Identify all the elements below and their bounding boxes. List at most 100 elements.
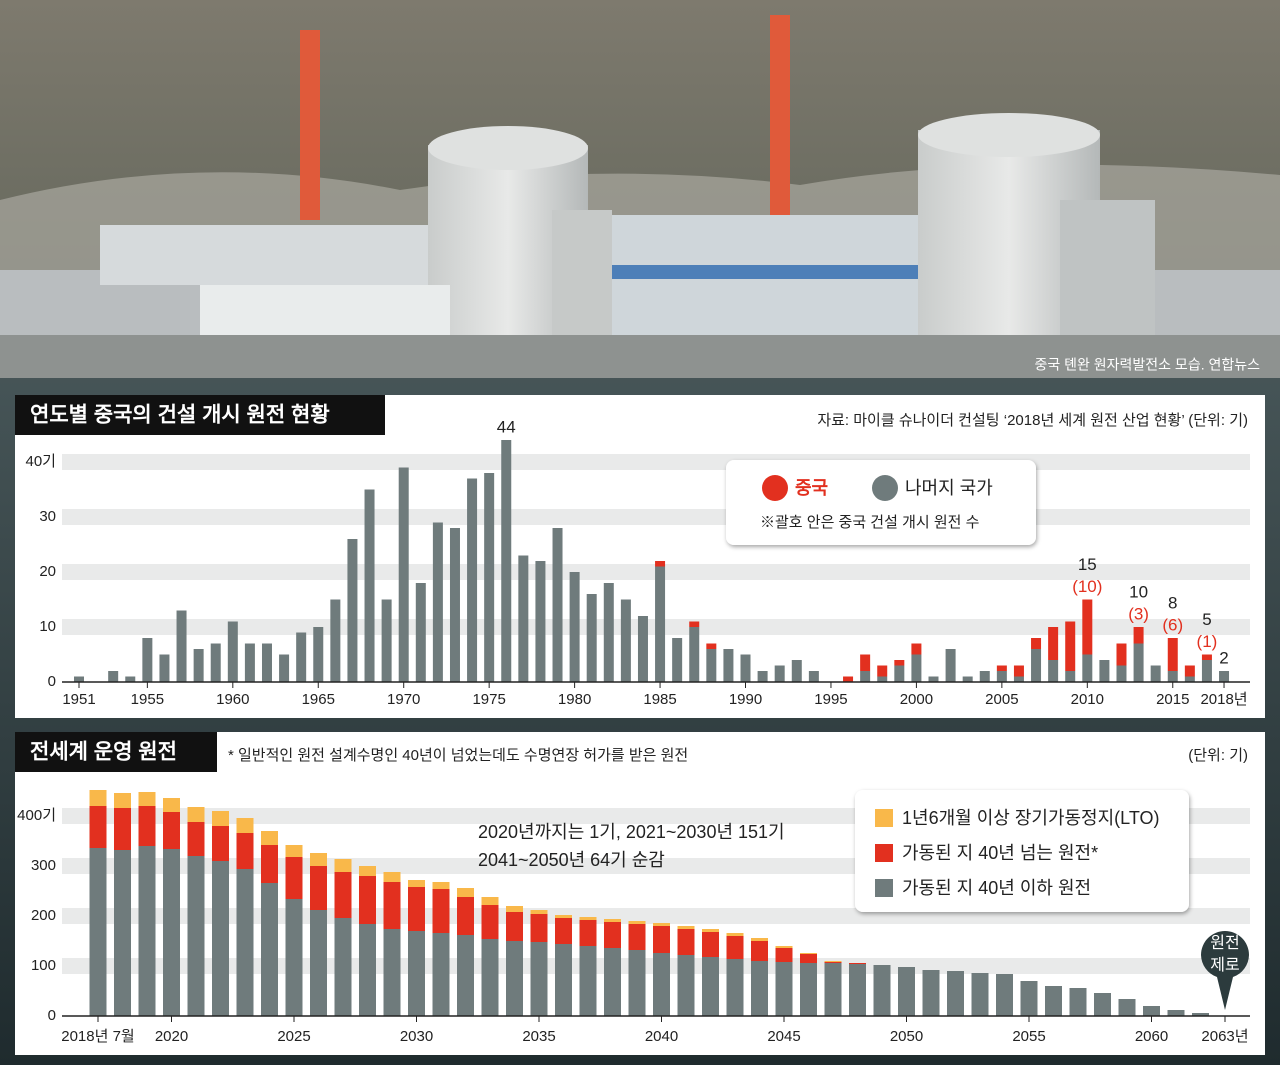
- x-tick-label: 2018년 7월: [61, 1028, 134, 1045]
- x-tick-label: 2005: [985, 691, 1018, 708]
- annotation: 2: [1219, 648, 1228, 667]
- bar-segment: [555, 944, 572, 1016]
- bar-segment: [89, 848, 107, 1016]
- x-tick-label: 1951: [62, 691, 95, 708]
- bar-segment: [1045, 986, 1062, 1016]
- bar-segment: [586, 594, 597, 682]
- end-marker: [1201, 931, 1249, 1010]
- legend-label: 나머지 국가: [905, 478, 993, 498]
- bar-segment: [114, 808, 131, 850]
- x-tick-label: 2040: [645, 1028, 678, 1045]
- bar-segment: [603, 583, 614, 682]
- bar-segment: [261, 643, 272, 682]
- bar-segment: [1143, 1006, 1160, 1016]
- x-tick-label: 2055: [1012, 1028, 1045, 1045]
- legend-swatch: [875, 809, 893, 827]
- bar-segment: [408, 887, 425, 931]
- end-label: 제로: [1210, 956, 1239, 974]
- bar-segment: [579, 920, 597, 946]
- bar-segment: [334, 872, 352, 918]
- bar-segment: [212, 826, 229, 861]
- annotation: (3): [1128, 604, 1149, 623]
- annotation: 44: [497, 417, 516, 436]
- bar-segment: [653, 926, 670, 953]
- bar-segment: [791, 660, 802, 682]
- bar-segment: [89, 790, 107, 806]
- bar-segment: [689, 627, 700, 682]
- bar-segment: [481, 897, 499, 905]
- bar-segment: [285, 899, 303, 1016]
- bar-segment: [569, 572, 580, 682]
- bar-segment: [1133, 627, 1144, 644]
- bar-segment: [579, 946, 597, 1016]
- bar-segment: [1013, 676, 1024, 682]
- chart-title: 전세계 운영 원전: [30, 741, 177, 764]
- bar-segment: [1201, 654, 1212, 660]
- legend-icon: [762, 475, 788, 501]
- bar-segment: [552, 528, 563, 682]
- y-tick-label: 400기: [17, 807, 56, 824]
- bar-segment: [212, 811, 229, 826]
- bar-segment: [398, 467, 409, 682]
- x-tick-label: 2045: [767, 1028, 800, 1045]
- x-tick-label: 2018년: [1200, 691, 1247, 708]
- bar-segment: [996, 665, 1007, 671]
- x-tick-label: 1955: [131, 691, 164, 708]
- bar-segment: [163, 849, 180, 1016]
- bar-segment: [702, 957, 719, 1016]
- bar-segment: [1133, 643, 1144, 682]
- annotation: 5: [1202, 610, 1211, 629]
- bar-segment: [922, 970, 940, 1016]
- bar-segment: [334, 859, 352, 872]
- x-tick-label: 1995: [814, 691, 847, 708]
- bar-segment: [313, 627, 324, 682]
- bar-segment: [1116, 665, 1127, 682]
- x-tick-label: 1965: [302, 691, 335, 708]
- bar-segment: [334, 918, 352, 1016]
- end-label: 원전: [1210, 934, 1239, 952]
- bar-segment: [1167, 671, 1178, 682]
- bar-segment: [555, 918, 572, 944]
- bar-segment: [702, 929, 719, 932]
- legend-label: 중국: [795, 478, 828, 498]
- bar-segment: [457, 897, 474, 935]
- bar-segment: [1020, 981, 1038, 1016]
- bar-segment: [210, 643, 221, 682]
- bar-segment: [285, 845, 303, 857]
- x-tick-label: 1960: [216, 691, 249, 708]
- bar-segment: [1167, 1010, 1185, 1016]
- bar-segment: [310, 853, 327, 866]
- bar-segment: [979, 671, 990, 682]
- bar-segment: [860, 671, 871, 682]
- bar-segment: [279, 654, 290, 682]
- bar-segment: [212, 861, 229, 1016]
- bar-segment: [579, 917, 597, 920]
- bar-segment: [187, 807, 205, 822]
- bar-segment: [655, 566, 666, 682]
- bar-segment: [1048, 660, 1059, 682]
- bar-segment: [408, 880, 425, 887]
- x-tick-label: 1990: [729, 691, 762, 708]
- legend-note: ※괄호 안은 중국 건설 개시 원전 수: [760, 514, 979, 531]
- bar-segment: [898, 967, 915, 1016]
- bar-segment: [415, 583, 426, 682]
- bar-segment: [449, 528, 460, 682]
- bar-segment: [244, 643, 255, 682]
- bar-segment: [947, 971, 964, 1016]
- source: 자료: 마이클 슈나이더 컨설팅 ‘2018년 세계 원전 산업 현황’ (단위…: [817, 412, 1248, 429]
- bar-segment: [604, 919, 621, 922]
- bar-segment: [1031, 649, 1042, 682]
- title-box: [15, 395, 385, 435]
- x-tick-label: 2050: [890, 1028, 923, 1045]
- x-tick-label: 1980: [558, 691, 591, 708]
- y-tick-label: 10: [39, 618, 56, 635]
- annotation: 2041~2050년 64기 순감: [478, 850, 665, 870]
- bar-segment: [911, 654, 922, 682]
- bar-segment: [501, 440, 512, 682]
- bar-segment: [689, 621, 700, 627]
- bar-segment: [530, 942, 548, 1016]
- bar-segment: [775, 946, 793, 948]
- bar-segment: [89, 806, 107, 848]
- bar-segment: [726, 959, 744, 1016]
